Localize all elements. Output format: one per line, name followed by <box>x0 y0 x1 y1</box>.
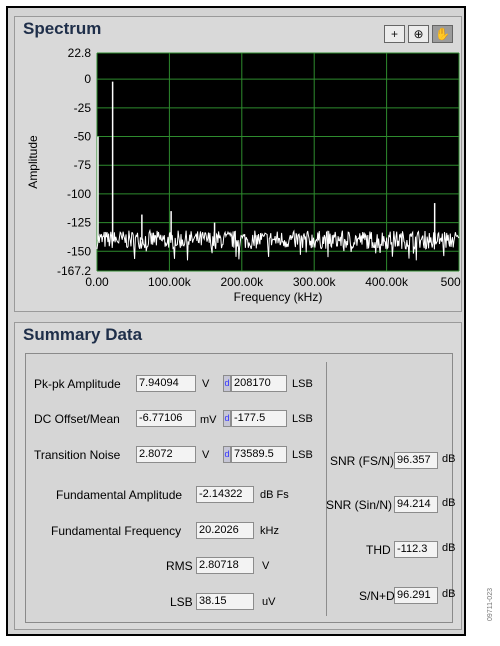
fa-value: -2.14322 <box>196 486 254 503</box>
pkpk-radix[interactable]: d <box>223 375 231 392</box>
pkpk-label: Pk-pk Amplitude <box>34 377 121 391</box>
ff-label: Fundamental Frequency <box>51 524 182 538</box>
y-tick-label: -50 <box>74 130 92 144</box>
spectrum-plot[interactable]: 22.8 0 -25 -50 -75 -100 -125 -150 -167.20.00 100.… <box>15 17 461 311</box>
x-tick-label: 100.00k <box>148 275 192 289</box>
hand-icon[interactable]: ✋ <box>432 25 453 43</box>
y-tick-label: -75 <box>74 158 92 172</box>
graph-palette: + ⊕ ✋ <box>384 25 453 43</box>
y-axis-title: Amplitude <box>26 135 40 189</box>
rms-unit: V <box>262 560 270 572</box>
rms-label: RMS <box>166 559 193 573</box>
ff-unit: kHz <box>260 525 279 537</box>
tn-value: 2.8072 <box>136 446 196 463</box>
thd-value: -112.3 <box>394 541 438 558</box>
crosshair-icon[interactable]: + <box>384 25 405 43</box>
x-tick-label: 400.00k <box>365 275 409 289</box>
spectrum-trace <box>96 228 460 261</box>
tn-label: Transition Noise <box>34 448 121 462</box>
app-window: Spectrum + ⊕ ✋ 22.8 0 -25 -50 -75 -100 -125 -15… <box>6 6 466 636</box>
y-tick-label: -167.2 <box>57 264 91 278</box>
pkpk-lsb-value: 208170 <box>231 375 287 392</box>
figure-stamp: 09711-023 <box>487 588 494 621</box>
spectrum-panel: Spectrum + ⊕ ✋ 22.8 0 -25 -50 -75 -100 -125 -15… <box>14 16 462 312</box>
fa-unit: dB Fs <box>260 489 289 501</box>
dc-label: DC Offset/Mean <box>34 412 120 426</box>
snr-sin-unit: dB <box>442 497 456 509</box>
rms-value: 2.80718 <box>196 557 254 574</box>
dc-lsb-value: -177.5 <box>231 410 287 427</box>
dc-unit: mV <box>200 414 217 426</box>
snd-label: S/N+D <box>359 589 395 603</box>
spectrum-title: Spectrum <box>23 19 102 38</box>
snd-value: 96.291 <box>394 587 438 604</box>
lsb-unit: uV <box>262 596 276 608</box>
pkpk-unit: V <box>202 378 210 390</box>
pkpk-value: 7.94094 <box>136 375 196 392</box>
summary-panel: Summary Data Pk-pk Amplitude 7.94094 V d… <box>14 322 462 630</box>
x-tick-label: 0.00 <box>85 275 109 289</box>
tn-lsb-unit: LSB <box>292 449 313 461</box>
divider <box>326 362 327 616</box>
dc-radix[interactable]: d <box>223 410 231 427</box>
zoom-icon[interactable]: ⊕ <box>408 25 429 43</box>
fa-label: Fundamental Amplitude <box>56 488 183 502</box>
tn-radix[interactable]: d <box>223 446 231 463</box>
snr-fs-unit: dB <box>442 453 456 465</box>
dc-value: -6.77106 <box>136 410 196 427</box>
x-tick-label: 500.00 <box>441 275 461 289</box>
snr-sin-value: 94.214 <box>394 496 438 513</box>
x-tick-label: 200.00k <box>220 275 264 289</box>
tn-unit: V <box>202 449 210 461</box>
snr-fs-value: 96.357 <box>394 452 438 469</box>
y-tick-label: -150 <box>67 244 91 258</box>
summary-box: Pk-pk Amplitude 7.94094 V d 208170 LSB D… <box>25 353 456 623</box>
y-tick-label: -100 <box>67 187 91 201</box>
dc-lsb-unit: LSB <box>292 413 313 425</box>
thd-unit: dB <box>442 542 456 554</box>
snr-sin-label: SNR (Sin/N) <box>326 498 393 512</box>
y-tick-label: 22.8 <box>68 46 92 60</box>
y-tick-label: -25 <box>74 101 92 115</box>
x-axis-title: Frequency (kHz) <box>234 290 323 304</box>
ff-value: 20.2026 <box>196 522 254 539</box>
snd-unit: dB <box>442 588 456 600</box>
y-tick-label: 0 <box>84 72 91 86</box>
snr-fs-label: SNR (FS/N) <box>330 454 394 468</box>
pkpk-lsb-unit: LSB <box>292 378 313 390</box>
thd-label: THD <box>366 543 391 557</box>
lsb-value: 38.15 <box>196 593 254 610</box>
tn-lsb-value: 73589.5 <box>231 446 287 463</box>
summary-title: Summary Data <box>23 325 143 344</box>
y-tick-label: -125 <box>67 216 91 230</box>
x-tick-label: 300.00k <box>293 275 337 289</box>
lsb-label: LSB <box>170 595 193 609</box>
